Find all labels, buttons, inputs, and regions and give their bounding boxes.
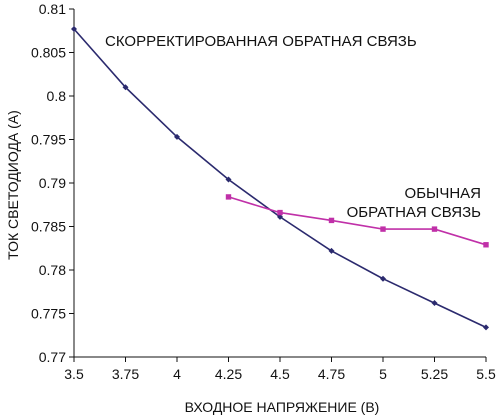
data-point-diamond: [483, 324, 489, 331]
data-point-diamond: [174, 133, 180, 140]
y-tick-label: 0.775: [31, 306, 66, 322]
y-tick-label: 0.81: [39, 1, 66, 17]
axes: [73, 9, 486, 358]
y-tick-label: 0.79: [39, 175, 66, 191]
data-point-square: [328, 217, 335, 224]
data-point-diamond: [277, 213, 283, 220]
x-axis-title: ВХОДНОЕ НАПРЯЖЕНИЕ (В): [185, 399, 380, 415]
y-tick-label: 0.805: [31, 45, 66, 61]
data-point-diamond: [225, 176, 232, 183]
data-point-diamond: [328, 247, 335, 254]
data-point-diamond: [380, 275, 386, 282]
data-point-diamond: [122, 84, 129, 91]
data-point-square: [431, 226, 438, 232]
y-tick-label: 0.77: [39, 349, 66, 365]
y-axis-ticks: 0.77 0.775 0.78 0.785 0.79 0.795 0.8 0.805 0.81: [31, 1, 74, 365]
y-tick-label: 0.795: [31, 132, 66, 148]
series-line: [73, 28, 487, 329]
y-axis-title: ТОК СВЕТОДИОДА (А): [5, 110, 21, 260]
y-tick-label: 0.8: [47, 88, 67, 104]
annotation-feedback: ОБРАТНАЯ СВЯЗЬ: [347, 204, 482, 221]
data-point-diamond: [431, 300, 438, 307]
x-tick-label: 5.25: [421, 366, 448, 382]
y-tick-label: 0.785: [31, 219, 66, 235]
x-tick-label: 4: [173, 366, 181, 382]
x-tick-label: 4.5: [270, 366, 290, 382]
data-point-square: [380, 226, 386, 232]
x-tick-label: 3.75: [112, 366, 139, 382]
x-tick-label: 4.25: [215, 366, 242, 382]
data-point-square: [225, 194, 232, 200]
x-tick-label: 5.5: [476, 366, 496, 382]
series-1: [225, 194, 489, 248]
y-tick-label: 0.78: [39, 262, 66, 278]
data-point-square: [277, 209, 283, 216]
data-point-diamond: [71, 26, 77, 33]
x-axis-ticks: 3.5 3.75 4 4.25 4.5 4.75 5 5.25 5.5: [64, 357, 496, 382]
series-layer: [71, 26, 489, 331]
x-tick-label: 4.75: [318, 366, 345, 382]
annotation-corrected-feedback: СКОРРЕКТИРОВАННАЯ ОБРАТНАЯ СВЯЗЬ: [105, 33, 417, 50]
data-point-square: [483, 242, 489, 248]
series-line: [228, 196, 487, 246]
x-tick-label: 3.5: [64, 366, 84, 382]
series-0: [71, 26, 489, 331]
x-tick-label: 5: [379, 366, 387, 382]
annotation-normal: ОБЫЧНАЯ: [405, 185, 481, 202]
